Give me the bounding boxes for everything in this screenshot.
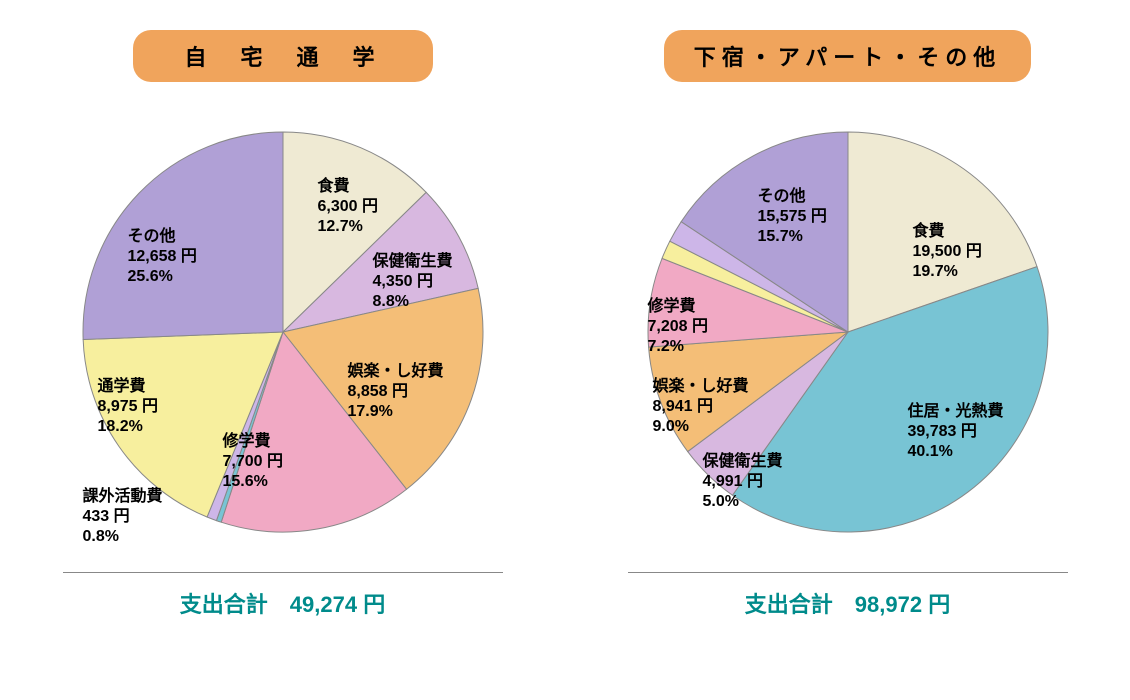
pie-slice — [83, 132, 283, 340]
pie-chart: 食費6,300 円12.7%保健衛生費4,350 円8.8%娯楽・し好費8,85… — [53, 102, 513, 562]
total-label: 支出合計 98,972 円 — [628, 572, 1068, 619]
chart-title: 下宿・アパート・その他 — [664, 30, 1032, 82]
chart-column-0: 自 宅 通 学食費6,300 円12.7%保健衛生費4,350 円8.8%娯楽・… — [23, 30, 543, 619]
total-label: 支出合計 49,274 円 — [63, 572, 503, 619]
chart-column-1: 下宿・アパート・その他食費19,500 円19.7%住居・光熱費39,783 円… — [588, 30, 1108, 619]
pie-chart: 食費19,500 円19.7%住居・光熱費39,783 円40.1%保健衛生費4… — [618, 102, 1078, 562]
chart-title: 自 宅 通 学 — [133, 30, 433, 82]
